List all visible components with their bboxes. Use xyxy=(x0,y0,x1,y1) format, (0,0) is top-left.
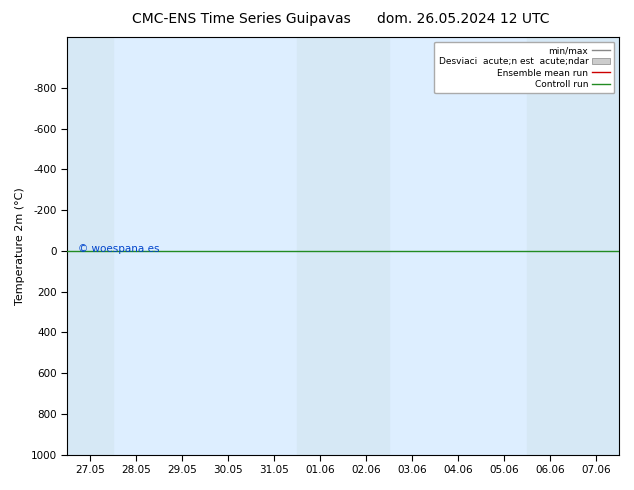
Y-axis label: Temperature 2m (°C): Temperature 2m (°C) xyxy=(15,187,25,305)
Legend: min/max, Desviaci  acute;n est  acute;ndar, Ensemble mean run, Controll run: min/max, Desviaci acute;n est acute;ndar… xyxy=(434,42,614,94)
Text: dom. 26.05.2024 12 UTC: dom. 26.05.2024 12 UTC xyxy=(377,12,549,26)
Bar xyxy=(67,37,113,455)
Bar xyxy=(343,37,389,455)
Bar xyxy=(573,37,619,455)
Bar xyxy=(297,37,343,455)
Bar xyxy=(527,37,573,455)
Text: CMC-ENS Time Series Guipavas: CMC-ENS Time Series Guipavas xyxy=(131,12,351,26)
Text: © woespana.es: © woespana.es xyxy=(78,244,160,254)
